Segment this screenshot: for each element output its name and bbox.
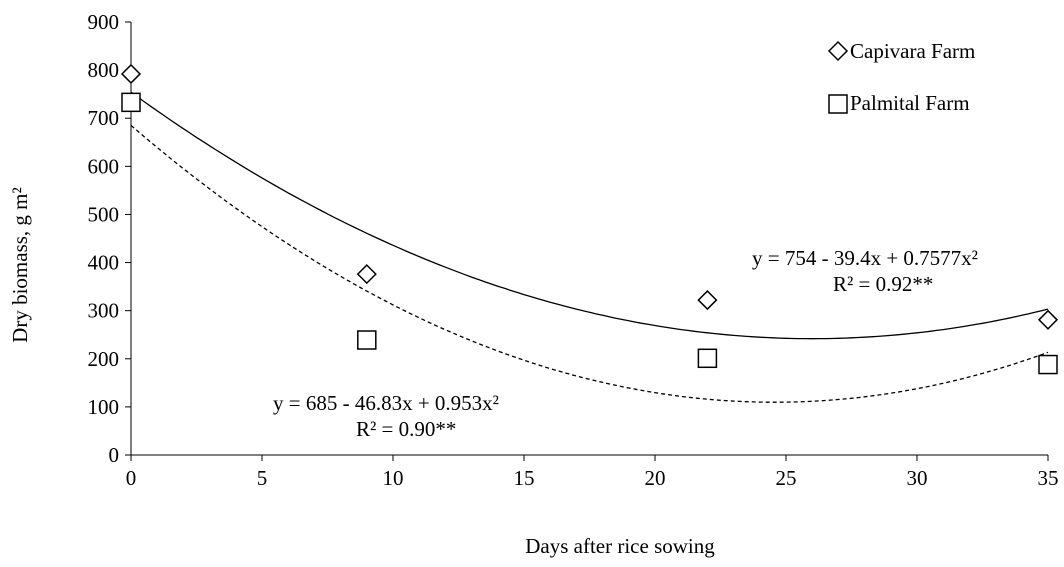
x-tick-label: 0 [126, 466, 137, 490]
y-axis-title: Dry biomass, g m² [8, 187, 32, 343]
x-tick-label: 25 [776, 466, 797, 490]
y-tick-label: 300 [88, 299, 120, 323]
point-palmital [1038, 354, 1058, 375]
point-capivara [1037, 309, 1059, 330]
legend-label-capivara: Capivara Farm [850, 39, 975, 63]
x-tick-label: 15 [514, 466, 535, 490]
x-tick-label: 5 [257, 466, 268, 490]
equation-capivara: y = 754 - 39.4x + 0.7577x² [752, 246, 978, 270]
trendlines [130, 91, 1049, 403]
trendline-palmital [130, 124, 1049, 403]
y-tick-label: 100 [88, 395, 120, 419]
x-tick-label: 35 [1038, 466, 1059, 490]
x-axis-title: Days after rice sowing [525, 534, 715, 558]
y-tick-label: 600 [88, 154, 120, 178]
y-tick-label: 400 [88, 251, 120, 275]
point-capivara [120, 63, 142, 85]
point-capivara [356, 264, 377, 285]
x-tick-label: 10 [383, 466, 404, 490]
equation-palmital: y = 685 - 46.83x + 0.953x² [273, 391, 499, 415]
trendline-capivara [130, 91, 1049, 340]
y-tick-label: 0 [109, 443, 120, 467]
point-palmital [357, 330, 377, 350]
legend-label-palmital: Palmital Farm [850, 91, 970, 115]
point-capivara [697, 290, 718, 311]
y-tick-label: 900 [88, 10, 120, 34]
x-tick-label: 20 [645, 466, 666, 490]
data-points [120, 63, 1059, 375]
point-palmital [121, 92, 141, 113]
y-tick-label: 800 [88, 58, 120, 82]
point-palmital [697, 348, 718, 369]
r2-capivara: R² = 0.92** [833, 272, 933, 296]
y-tick-label: 200 [88, 347, 120, 371]
y-tick-label: 500 [88, 202, 120, 226]
r2-palmital: R² = 0.90** [356, 417, 456, 441]
x-tick-label: 30 [907, 466, 928, 490]
y-tick-label: 700 [88, 106, 120, 130]
axes: 0 100 200 300 400 500 600 700 800 900 0 5 10 15 20 25 30… [88, 10, 1059, 490]
legend-marker-capivara [827, 40, 849, 62]
annotations: y = 754 - 39.4x + 0.7577x² R² = 0.92** y… [273, 246, 978, 441]
legend-marker-palmital [828, 94, 848, 114]
legend: Capivara Farm Palmital Farm [827, 39, 975, 115]
